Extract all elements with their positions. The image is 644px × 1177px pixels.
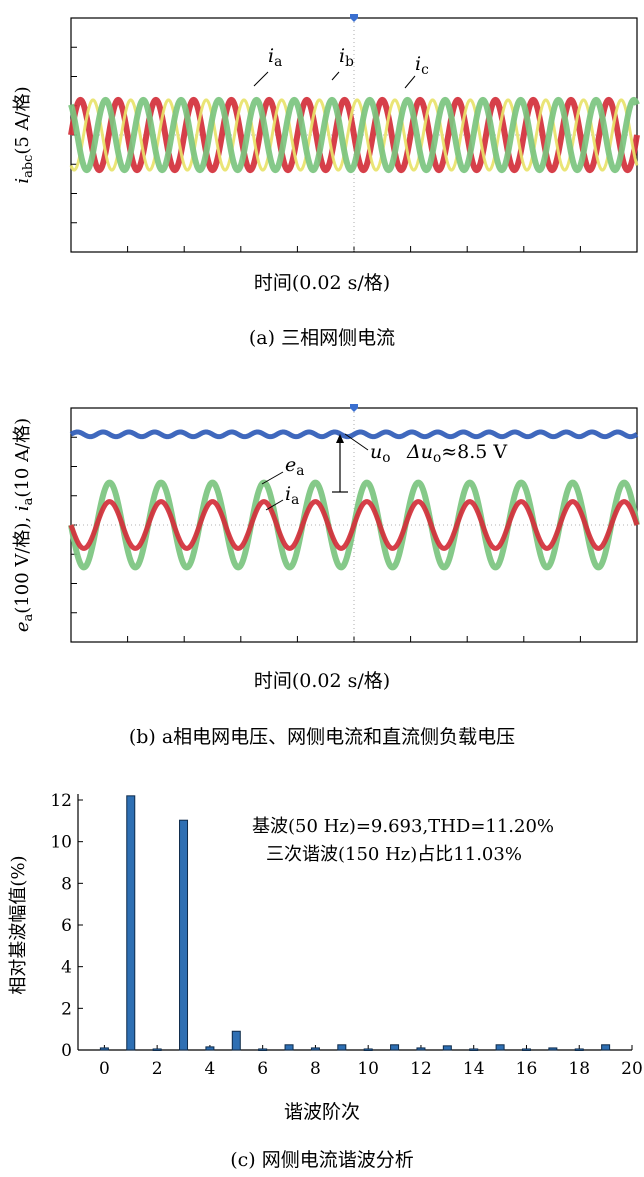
bar-h7 <box>284 1044 294 1051</box>
bar-h11 <box>390 1044 400 1051</box>
x-tick-label: 8 <box>310 1059 321 1079</box>
panel-b-caption: (b) a相电网电压、网侧电流和直流侧负载电压 <box>128 726 516 748</box>
x-tick-label: 4 <box>204 1059 215 1079</box>
x-tick-label: 12 <box>410 1059 432 1079</box>
bar-h9 <box>337 1044 347 1051</box>
bar-h0 <box>99 1047 109 1051</box>
panel-b-oscillogram: uo Δuo≈8.5 V ea ia ea(100 V/格), ia(10 A/格) <box>12 404 640 643</box>
panel-c-harmonic-bar-chart: 0 2 4 6 8 10 12 0 2 4 6 8 10 12 14 16 18 20 相对基波幅值(%) <box>8 791 643 1079</box>
x-tick-label: 18 <box>568 1059 590 1079</box>
series-ia-leader <box>265 499 284 511</box>
y-tick-label: 6 <box>61 916 72 936</box>
y-tick-label: 4 <box>61 958 72 978</box>
y-tick-label: 8 <box>61 874 72 894</box>
panel-c-ylabel: 相对基波幅值(%) <box>8 855 29 994</box>
x-tick-label: 16 <box>516 1059 538 1079</box>
series-ib-label: ib <box>339 45 354 70</box>
panel-b-ylabel: ea(100 V/格), ia(10 A/格) <box>12 418 36 632</box>
series-ia-label: ia <box>268 45 282 70</box>
panel-b-trigger-marker <box>350 404 358 412</box>
panel-c-note-line1: 基波(50 Hz)=9.693,THD=11.20% <box>252 816 555 837</box>
bar-h10 <box>363 1048 373 1051</box>
bar-h2 <box>152 1048 162 1051</box>
series-ia-trace <box>68 499 640 551</box>
series-ic-trace <box>68 96 640 174</box>
y-tick-label: 12 <box>50 791 72 811</box>
panel-a-caption: (a) 三相网侧电流 <box>248 327 396 349</box>
bar-h4 <box>205 1046 215 1051</box>
x-tick-label: 2 <box>152 1059 163 1079</box>
series-ic-leader <box>404 75 416 89</box>
series-ea-label: ea <box>285 454 304 479</box>
bar-h1 <box>126 795 136 1051</box>
bar-h17 <box>548 1047 558 1051</box>
x-tick-label: 0 <box>99 1059 110 1079</box>
series-ib-trace <box>69 98 639 172</box>
series-ia-trace <box>68 96 640 174</box>
bar-h8 <box>310 1047 320 1051</box>
series-uo-leader <box>344 433 369 451</box>
bar-h12 <box>416 1047 426 1051</box>
y-tick-label: 10 <box>50 833 72 853</box>
bar-h16 <box>521 1048 531 1051</box>
series-ea-leader <box>261 471 284 485</box>
bar-h15 <box>495 1044 505 1051</box>
delta-uo-annotation: Δuo≈8.5 V <box>406 441 507 466</box>
panel-c-note-line2: 三次谐波(150 Hz)占比11.03% <box>266 844 522 865</box>
series-uo-trace <box>69 429 639 440</box>
panel-c-xlabel: 谐波阶次 <box>283 1101 360 1123</box>
series-ia-leader <box>253 71 269 87</box>
x-tick-label: 10 <box>357 1059 379 1079</box>
panel-a-oscillogram: ia ib ic iabc(5 A/格) <box>12 14 640 253</box>
x-tick-label: 6 <box>257 1059 268 1079</box>
bar-h19 <box>601 1044 611 1051</box>
bar-h5 <box>231 1030 241 1051</box>
bar-h14 <box>469 1048 479 1051</box>
series-ib-leader <box>331 71 340 81</box>
bar-h3 <box>179 819 189 1051</box>
delta-uo-arrowhead <box>336 434 344 443</box>
series-ic-label: ic <box>415 53 429 78</box>
y-tick-label: 0 <box>61 1041 72 1061</box>
panel-a-ylabel: iabc(5 A/格) <box>12 86 36 183</box>
x-tick-label: 20 <box>621 1059 643 1079</box>
panel-a-xlabel: 时间(0.02 s/格) <box>253 272 391 294</box>
x-tick-label: 14 <box>463 1059 485 1079</box>
series-uo-label: uo <box>370 441 390 466</box>
bar-h13 <box>442 1045 452 1051</box>
bar-h6 <box>258 1048 268 1051</box>
y-tick-label: 2 <box>61 999 72 1019</box>
panel-c-caption: (c) 网侧电流谐波分析 <box>230 1149 414 1171</box>
panel-b-xlabel: 时间(0.02 s/格) <box>253 670 391 692</box>
series-ia-label: ia <box>285 483 299 508</box>
bar-h18 <box>574 1048 584 1051</box>
panel-a-trigger-marker <box>350 14 358 22</box>
